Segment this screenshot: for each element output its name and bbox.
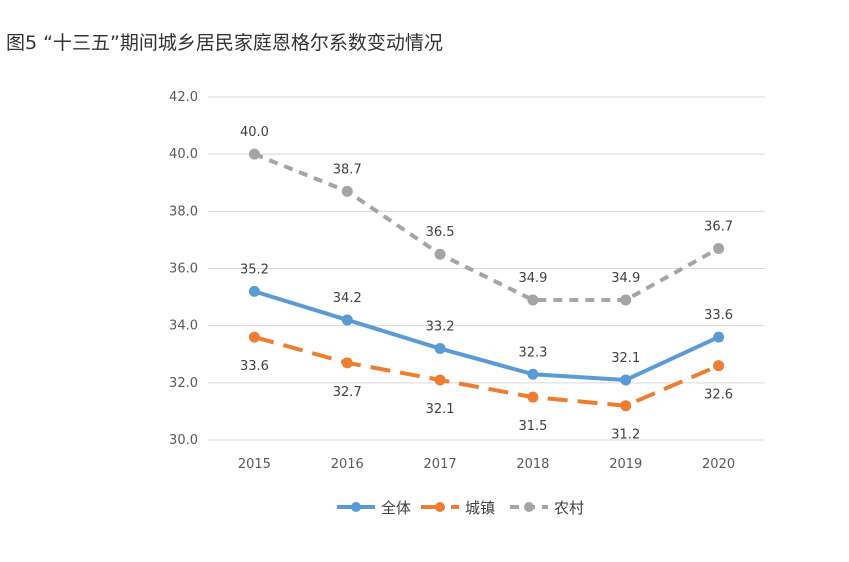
data-label: 36.5 — [426, 225, 455, 240]
data-label: 34.9 — [611, 271, 640, 286]
data-label: 33.2 — [426, 320, 455, 335]
legend-swatch-marker — [351, 502, 361, 512]
data-label: 34.2 — [333, 291, 362, 306]
data-labels: 35.2 34.2 33.2 32.3 32.1 33.6 33.6 32.7 32.1 31.5… — [240, 125, 733, 443]
data-label: 32.1 — [611, 351, 640, 366]
legend-label: 全体 — [381, 499, 411, 517]
x-tick-label: 2017 — [424, 457, 457, 472]
data-point — [341, 357, 353, 369]
y-tick-label: 30.0 — [169, 433, 198, 448]
data-point — [620, 294, 632, 306]
series-line-1 — [253, 335, 720, 408]
data-label: 38.7 — [333, 162, 362, 177]
data-label: 40.0 — [240, 125, 269, 140]
data-point — [341, 314, 353, 326]
data-point — [527, 294, 539, 306]
data-label: 32.6 — [704, 388, 733, 403]
x-tick-label: 2018 — [516, 457, 549, 472]
y-tick-label: 32.0 — [169, 376, 198, 391]
y-tick-label: 40.0 — [169, 147, 198, 162]
x-axis-ticks: 2015 2016 2017 2018 2019 2020 — [238, 457, 735, 472]
data-label: 32.7 — [333, 385, 362, 400]
y-axis-ticks: 30.0 32.0 34.0 36.0 38.0 40.0 42.0 — [169, 90, 198, 448]
legend-swatch-marker — [435, 502, 445, 512]
y-tick-label: 34.0 — [169, 319, 198, 334]
data-point — [620, 374, 632, 386]
data-label: 32.1 — [426, 402, 455, 417]
data-label: 33.6 — [704, 308, 733, 323]
data-label: 35.2 — [240, 262, 269, 277]
y-tick-label: 36.0 — [169, 262, 198, 277]
data-label: 33.6 — [240, 359, 269, 374]
data-label: 32.3 — [518, 345, 547, 360]
series-lines — [248, 148, 725, 412]
legend-label: 城镇 — [465, 499, 495, 517]
data-label: 36.7 — [704, 219, 733, 234]
series-line-2 — [253, 152, 720, 302]
y-tick-label: 42.0 — [169, 90, 198, 105]
x-tick-label: 2015 — [238, 457, 271, 472]
data-point — [341, 185, 353, 197]
data-point — [248, 331, 260, 343]
x-tick-label: 2020 — [702, 457, 735, 472]
data-label: 31.5 — [518, 419, 547, 434]
data-point — [434, 374, 446, 386]
data-point — [434, 248, 446, 260]
legend: 全体 城镇 农村 — [337, 499, 584, 517]
data-point — [713, 360, 725, 372]
data-point — [248, 285, 260, 297]
x-tick-label: 2019 — [609, 457, 642, 472]
data-point — [527, 391, 539, 403]
data-point — [713, 242, 725, 254]
data-point — [620, 400, 632, 412]
legend-label: 农村 — [554, 499, 584, 517]
data-label: 34.9 — [518, 271, 547, 286]
data-label: 31.2 — [611, 428, 640, 443]
data-point — [713, 331, 725, 343]
gridlines — [208, 96, 765, 441]
data-point — [527, 368, 539, 380]
data-point — [248, 148, 260, 160]
legend-swatch-marker — [524, 502, 534, 512]
data-point — [434, 343, 446, 355]
series-line-0 — [253, 289, 720, 382]
y-tick-label: 38.0 — [169, 204, 198, 219]
chart-title: 图5 “十三五”期间城乡居民家庭恩格尔系数变动情况 — [6, 32, 443, 54]
x-tick-label: 2016 — [331, 457, 364, 472]
